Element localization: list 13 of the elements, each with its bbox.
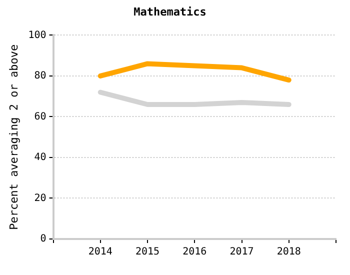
y-tick-label: 40 bbox=[34, 152, 46, 164]
x-tick-label: 2016 bbox=[182, 246, 207, 258]
x-tick-label: 2015 bbox=[135, 246, 160, 258]
y-tick-label: 20 bbox=[34, 192, 46, 204]
y-axis-title: Percent averaging 2 or above bbox=[7, 44, 20, 230]
y-tick-label: 80 bbox=[34, 70, 46, 82]
x-tick-label: 2017 bbox=[230, 246, 254, 258]
chart-title: Mathematics bbox=[134, 5, 206, 18]
y-tick-label: 100 bbox=[28, 30, 46, 41]
x-tick-label: 2018 bbox=[276, 246, 301, 258]
y-tick-label: 60 bbox=[34, 111, 46, 122]
x-tick-label: 2014 bbox=[88, 246, 112, 258]
y-tick-label: 0 bbox=[40, 234, 46, 245]
